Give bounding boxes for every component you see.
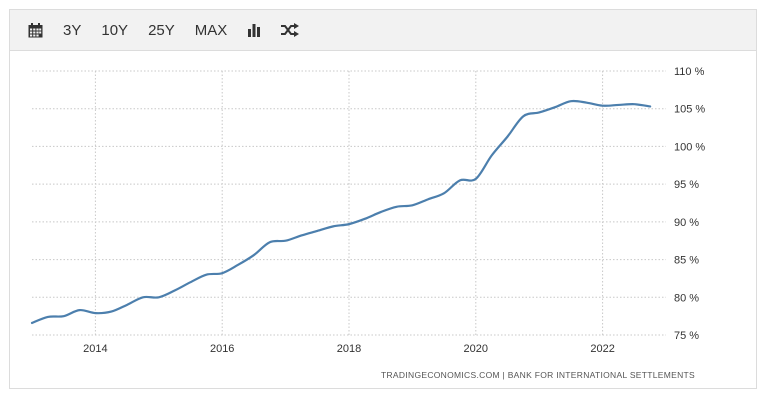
shuffle-icon	[281, 23, 300, 37]
y-tick-label: 80 %	[674, 292, 699, 304]
y-tick-label: 110 %	[674, 66, 705, 78]
source-attribution: TRADINGECONOMICS.COM | BANK FOR INTERNAT…	[381, 370, 695, 380]
range-10y-button[interactable]: 10Y	[101, 21, 129, 39]
bar-chart-button[interactable]	[239, 16, 269, 44]
y-tick-label: 105 %	[674, 104, 705, 116]
range-25y-button[interactable]: 25Y	[148, 21, 175, 39]
range-max-button[interactable]: MAX	[194, 21, 228, 39]
y-tick-label: 85 %	[674, 255, 699, 267]
x-tick-label: 2022	[590, 343, 614, 355]
x-tick-label: 2020	[464, 343, 488, 355]
series-line	[30, 99, 652, 325]
x-tick-label: 2016	[210, 343, 234, 355]
x-tick-label: 2018	[337, 343, 361, 355]
bar-chart-icon	[248, 24, 261, 37]
calendar-icon	[28, 22, 43, 37]
y-tick-label: 95 %	[674, 179, 699, 191]
y-tick-label: 100 %	[674, 141, 705, 153]
shuffle-button[interactable]	[273, 16, 307, 44]
y-tick-label: 75 %	[674, 330, 699, 342]
y-tick-label: 90 %	[674, 217, 699, 229]
line-chart: 110 % 105 % 100 % 95 % 90 % 85 % 80 % 75 % 2014…	[30, 66, 705, 355]
chart-toolbar: 3Y 10Y 25Y MAX	[10, 10, 756, 51]
chart-frame: 3Y 10Y 25Y MAX 110 % 105 % 100 % 95 % 90 % 85…	[9, 9, 757, 389]
range-3y-button[interactable]: 3Y	[63, 21, 82, 39]
x-tick-label: 2014	[83, 343, 107, 355]
calendar-button[interactable]	[20, 16, 51, 44]
